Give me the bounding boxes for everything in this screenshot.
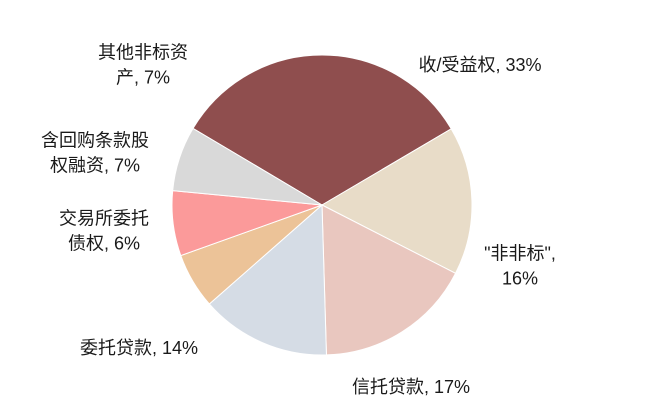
pie-label-line: 收/受益权, 33%	[418, 55, 541, 75]
pie-label-line: 信托贷款, 17%	[352, 377, 470, 397]
pie-label-5: 含回购条款股权融资, 7%	[41, 131, 149, 176]
pie-label-line: 债权, 6%	[68, 234, 140, 254]
pie-label-1: "非非标", 16%	[484, 244, 556, 289]
pie-label-line: 含回购条款股	[41, 131, 149, 151]
pie-label-line: "非非标",	[484, 244, 556, 264]
pie-slice-6	[172, 127, 323, 206]
pie-slice-1	[320, 128, 473, 275]
pie-labels: 收/受益权, 33% "非非标", 16% 信托贷款, 17% 委托贷款, 14% 交易所…	[41, 43, 556, 398]
pie-label-4: 交易所委托债权, 6%	[59, 209, 149, 254]
pie-slices	[171, 54, 473, 356]
pie-label-line: 16%	[502, 269, 538, 289]
pie-label-line: 委托贷款, 14%	[80, 338, 198, 358]
pie-slice-3	[208, 203, 327, 356]
pie-slice-2	[321, 204, 457, 356]
pie-label-3: 委托贷款, 14%	[80, 338, 198, 358]
pie-label-6: 其他非标资产, 7%	[98, 43, 188, 88]
pie-label-2: 信托贷款, 17%	[352, 377, 470, 397]
pie-label-0: 收/受益权, 33%	[418, 55, 541, 75]
pie-label-line: 权融资, 7%	[50, 156, 140, 176]
pie-label-line: 产, 7%	[116, 68, 170, 88]
pie-label-line: 其他非标资	[98, 43, 188, 63]
pie-slice-0	[192, 54, 452, 206]
pie-label-line: 交易所委托	[59, 209, 149, 229]
